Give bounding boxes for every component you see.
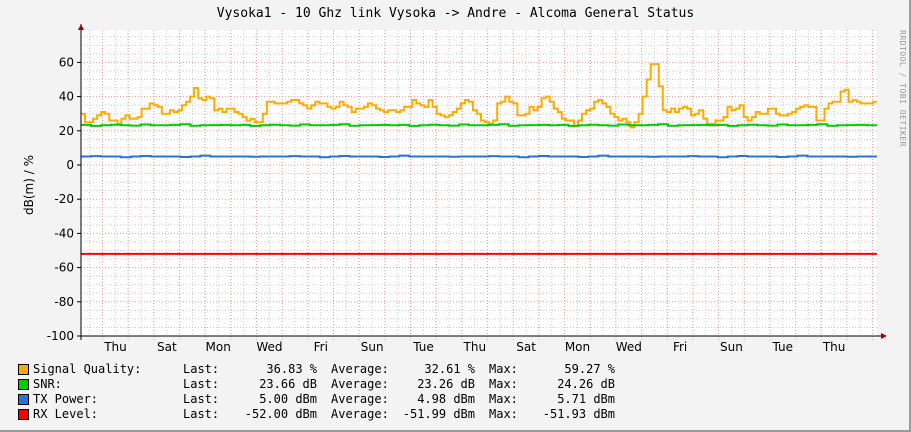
y-tick-label: 20 bbox=[59, 124, 74, 138]
y-tick-label: -40 bbox=[54, 226, 74, 240]
x-tick-label: Sun bbox=[361, 340, 384, 354]
legend-text: SNR: bbox=[33, 377, 62, 391]
y-tick-label: 60 bbox=[59, 55, 74, 69]
y-tick-labels: 60 40 20 0 -20 -40 -60 -80 -100 bbox=[47, 55, 81, 343]
x-tick-labels: Thu Sat Mon Wed Fri Sun Tue Thu Sat Mon Wed Fri Sun T… bbox=[103, 340, 845, 354]
x-tick-label: Thu bbox=[822, 340, 846, 354]
legend-text: Average: bbox=[331, 392, 389, 406]
legend-text: 59.27 % bbox=[564, 362, 615, 376]
y-tick-label: -100 bbox=[47, 329, 74, 343]
legend-text: 5.00 dBm bbox=[259, 392, 317, 406]
y-tick-label: 0 bbox=[66, 158, 74, 172]
legend-text: Last: bbox=[183, 362, 220, 376]
chart-title: Vysoka1 - 10 Ghz link Vysoka -> Andre - … bbox=[216, 6, 695, 21]
legend-text: TX Power: bbox=[33, 392, 99, 406]
x-tick-label: Thu bbox=[463, 340, 487, 354]
x-tick-label: Wed bbox=[616, 340, 642, 354]
legend-swatch-icon bbox=[18, 379, 29, 390]
legend-text: RX Level: bbox=[33, 407, 99, 421]
legend-text: Average: bbox=[331, 377, 389, 391]
legend-text: -51.99 dBm bbox=[402, 407, 475, 421]
legend-text: 24.26 dB bbox=[557, 377, 615, 391]
x-tick-label: Tue bbox=[772, 340, 794, 354]
plot-area: 60 40 20 0 -20 -40 -60 -80 -100 Thu Sat Mon Wed Fri S… bbox=[47, 24, 887, 354]
legend-text: Average: bbox=[331, 362, 389, 376]
x-tick-label: Sat bbox=[516, 340, 536, 354]
legend-text: 5.71 dBm bbox=[557, 392, 615, 406]
legend-row: RX Level: Last: -52.00 dBm Average: -51.99 d… bbox=[18, 407, 615, 422]
y-tick-label: -20 bbox=[54, 192, 74, 206]
legend-text: 4.98 dBm bbox=[417, 392, 475, 406]
legend-text: Max: bbox=[489, 407, 518, 421]
legend-text: Max: bbox=[489, 377, 518, 391]
x-tick-label: Fri bbox=[673, 340, 687, 354]
x-tick-label: Tue bbox=[412, 340, 434, 354]
y-tick-label: -80 bbox=[54, 295, 74, 309]
x-tick-label: Thu bbox=[103, 340, 127, 354]
legend-text: 23.26 dB bbox=[417, 377, 475, 391]
legend: Signal Quality: Last: 36.83 % Average: 32.61… bbox=[18, 362, 615, 422]
snr-line bbox=[81, 123, 877, 127]
legend-swatch-icon bbox=[18, 394, 29, 405]
legend-text: -51.93 dBm bbox=[542, 407, 615, 421]
y-tick-label: -60 bbox=[54, 261, 74, 275]
x-tick-label: Mon bbox=[565, 340, 590, 354]
legend-text: Max: bbox=[489, 362, 518, 376]
legend-swatch-icon bbox=[18, 364, 29, 375]
series-lines bbox=[81, 63, 877, 255]
legend-text: Average: bbox=[331, 407, 389, 421]
legend-text: 23.66 dB bbox=[259, 377, 317, 391]
y-tick-label: 40 bbox=[59, 90, 74, 104]
legend-text: Last: bbox=[183, 407, 220, 421]
legend-row: SNR: Last: 23.66 dB Average: 23.26 dB Max: 24.… bbox=[18, 377, 615, 392]
y-axis-arrow-icon bbox=[78, 24, 84, 30]
x-tick-label: Sat bbox=[157, 340, 177, 354]
legend-text: Last: bbox=[183, 377, 220, 391]
x-tick-label: Sun bbox=[720, 340, 743, 354]
legend-row: Signal Quality: Last: 36.83 % Average: 32.61… bbox=[18, 362, 615, 377]
legend-text: Last: bbox=[183, 392, 220, 406]
legend-text: Max: bbox=[489, 392, 518, 406]
x-tick-label: Wed bbox=[256, 340, 282, 354]
x-tick-label: Mon bbox=[206, 340, 231, 354]
legend-text: 32.61 % bbox=[424, 362, 475, 376]
legend-text: Signal Quality: bbox=[33, 362, 142, 376]
x-tick-label: Fri bbox=[314, 340, 328, 354]
signal-quality-line bbox=[81, 63, 877, 129]
legend-text: 36.83 % bbox=[266, 362, 317, 376]
legend-row: TX Power: Last: 5.00 dBm Average: 4.98 dBm Ma… bbox=[18, 392, 615, 407]
legend-swatch-icon bbox=[18, 409, 29, 420]
watermark: RRDTOOL / TOBI OETIKER bbox=[898, 30, 907, 147]
legend-text: -52.00 dBm bbox=[244, 407, 317, 421]
x-axis-arrow-icon bbox=[881, 333, 887, 339]
tx-power-line bbox=[81, 154, 877, 159]
